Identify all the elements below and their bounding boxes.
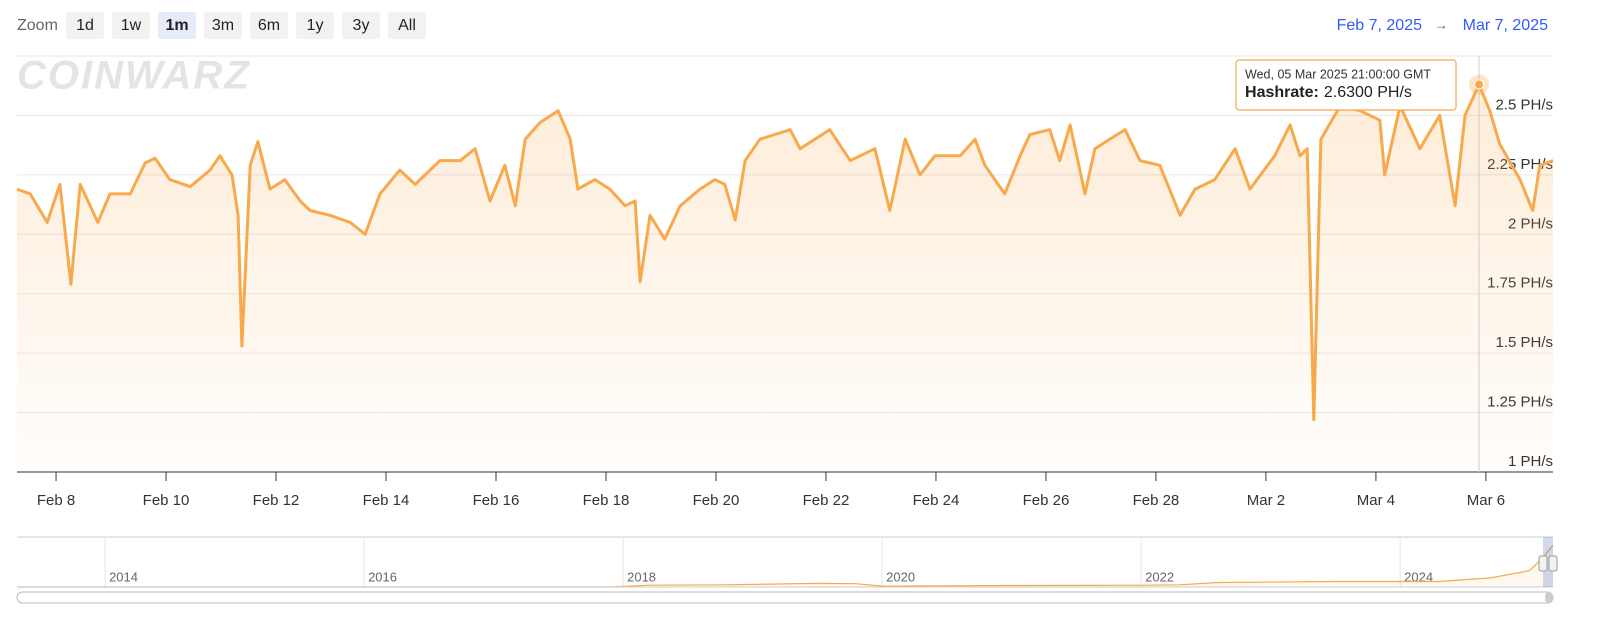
zoom-button[interactable] xyxy=(158,12,196,39)
tooltip-date: Wed, 05 Mar 2025 21:00:00 GMT xyxy=(1245,67,1431,81)
zoom-button[interactable] xyxy=(112,12,150,39)
zoom-button-label[interactable]: All xyxy=(398,17,416,34)
zoom-button-label[interactable]: 1m xyxy=(165,17,188,34)
x-tick-label: Mar 2 xyxy=(1247,492,1285,509)
navigator-tick-label: 2020 xyxy=(886,569,915,584)
y-tick-label: 2.5 PH/s xyxy=(1495,96,1553,113)
zoom-button-label[interactable]: 1w xyxy=(121,17,142,34)
tooltip-series-label: Hashrate: xyxy=(1245,84,1319,101)
zoom-button-label[interactable]: 1y xyxy=(307,17,324,34)
x-tick-label: Mar 4 xyxy=(1357,492,1395,509)
x-tick-label: Feb 18 xyxy=(583,492,630,509)
scrollbar-thumb[interactable] xyxy=(1545,592,1553,603)
x-tick-label: Feb 26 xyxy=(1023,492,1070,509)
navigator-tick-label: 2022 xyxy=(1145,569,1174,584)
x-tick-label: Feb 10 xyxy=(143,492,190,509)
zoom-button[interactable] xyxy=(250,12,288,39)
navigator-handle[interactable] xyxy=(1538,555,1548,572)
x-tick-label: Feb 20 xyxy=(693,492,740,509)
navigator-tick-label: 2016 xyxy=(368,569,397,584)
x-tick-label: Feb 14 xyxy=(363,492,410,509)
watermark: COINWARZ xyxy=(17,54,251,98)
zoom-button[interactable] xyxy=(296,12,334,39)
line xyxy=(16,83,1554,422)
navigator-area xyxy=(17,545,1553,587)
navigator-selection[interactable] xyxy=(1543,537,1553,587)
area xyxy=(17,84,1553,472)
x-tick-label: Feb 22 xyxy=(803,492,850,509)
navigator-tick-label: 2024 xyxy=(1404,569,1433,584)
scrollbar-track[interactable] xyxy=(16,591,1554,604)
zoom-button[interactable] xyxy=(66,12,104,39)
range-end[interactable]: Mar 7, 2025 xyxy=(1463,17,1548,34)
zoom-button[interactable] xyxy=(388,12,426,39)
tooltip-box xyxy=(1235,59,1457,111)
zoom-button-label[interactable]: 6m xyxy=(258,17,280,34)
navigator-tick-label: 2018 xyxy=(627,569,656,584)
x-tick-label: Feb 12 xyxy=(253,492,300,509)
navigator-tick-label: 2014 xyxy=(109,569,138,584)
range-start[interactable]: Feb 7, 2025 xyxy=(1337,17,1423,34)
x-tick-label: Feb 28 xyxy=(1133,492,1180,509)
navigator-handle[interactable] xyxy=(1548,555,1558,572)
x-tick-label: Feb 16 xyxy=(473,492,520,509)
range-arrow: → xyxy=(1434,17,1448,33)
x-tick-label: Mar 6 xyxy=(1467,492,1505,509)
tooltip-value-label: 2.6300 PH/s xyxy=(1324,84,1412,101)
zoom-label: Zoom xyxy=(17,17,58,34)
zoom-button[interactable] xyxy=(204,12,242,39)
x-tick-label: Feb 8 xyxy=(37,492,75,509)
zoom-button-label[interactable]: 1d xyxy=(76,17,94,34)
navigator-line xyxy=(17,544,1554,588)
zoom-button-label[interactable]: 3m xyxy=(212,17,234,34)
zoom-button-label[interactable]: 3y xyxy=(353,17,370,34)
tooltip-value: Hashrate: 2.6300 PH/s xyxy=(1245,84,1412,101)
zoom-button[interactable] xyxy=(342,12,380,39)
hover-point xyxy=(1474,79,1485,90)
x-tick-label: Feb 24 xyxy=(913,492,960,509)
